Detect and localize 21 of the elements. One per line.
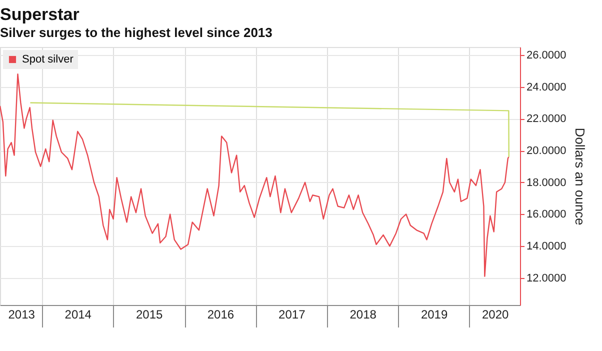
y-tick-label: 12.0000 [526, 272, 566, 284]
x-tick-label: 2018 [350, 308, 377, 322]
y-tick-label: 26.0000 [526, 49, 566, 62]
x-tick-label: 2020 [482, 308, 510, 322]
y-tick-label: 22.0000 [526, 113, 566, 126]
x-tick-label: 2014 [64, 308, 92, 322]
y-tick-label: 24.0000 [526, 81, 566, 94]
y-tick-label: 18.0000 [526, 176, 566, 189]
x-tick-label: 2017 [278, 308, 306, 322]
chart-subtitle: Silver surges to the highest level since 2013 [0, 25, 272, 40]
x-tick-label: 2019 [420, 308, 448, 322]
x-tick-label: 2015 [136, 308, 163, 322]
y-tick-label: 14.0000 [526, 240, 566, 253]
x-tick-label: 2013 [8, 308, 36, 322]
chart-title: Superstar [0, 5, 80, 24]
y-tick-label: 16.0000 [526, 208, 566, 221]
legend-label: Spot silver [22, 54, 74, 66]
line-series [0, 73, 510, 277]
x-tick-label: 2016 [207, 308, 234, 322]
y-tick-label: 20.0000 [526, 145, 566, 158]
y-axis-title: Dollars an ounce [572, 128, 588, 226]
